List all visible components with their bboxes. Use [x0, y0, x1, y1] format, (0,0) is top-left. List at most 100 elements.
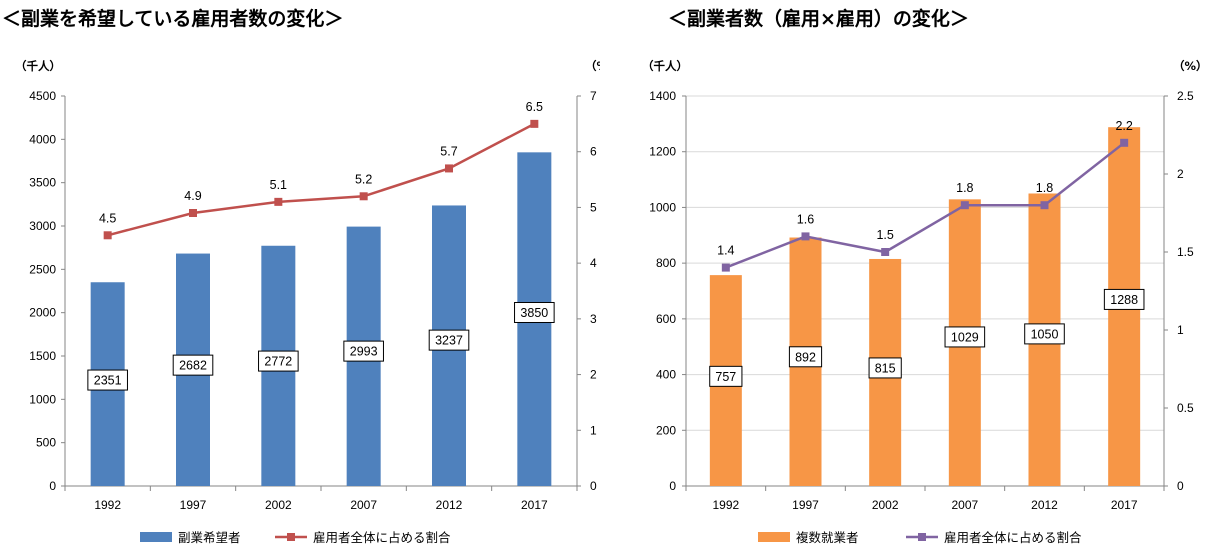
y-tick-left-label: 4000: [29, 132, 56, 146]
y-tick-right-label: 2: [1177, 167, 1184, 181]
bar-value-box: [172, 354, 214, 376]
legend-line-label: 雇用者全体に占める割合: [313, 530, 451, 545]
x-tick-label: 1992: [712, 498, 739, 512]
y-axis-left-unit: （千人）: [642, 59, 688, 73]
y-tick-left-label: 3000: [29, 219, 56, 233]
line-point: [881, 248, 890, 256]
bar-value-box: [709, 365, 743, 387]
x-tick-label: 1997: [180, 498, 207, 512]
line-point: [530, 119, 539, 128]
legend-line-label: 雇用者全体に占める割合: [944, 530, 1082, 545]
right-chart: 0 200 400 600 800 1000 1200 1400 0 0.5 1 1.5 2 2.5 199…: [642, 59, 1208, 545]
y-tick-right-label: 2: [590, 368, 597, 382]
bar-value-box: [1103, 288, 1145, 310]
y-tick-left-label: 1500: [29, 349, 56, 363]
bar-value-box: [944, 326, 986, 348]
bar-value-label: 1288: [1110, 293, 1138, 307]
bar-value-label: 2682: [179, 359, 207, 373]
y-tick-right-label: 0: [1177, 479, 1184, 493]
line-value-label: 1.8: [956, 181, 973, 195]
chart-title-right: ＜副業者数（雇用×雇用）の変化＞: [668, 8, 969, 30]
line-value-label: 2.2: [1115, 119, 1132, 133]
y-tick-left-label: 800: [656, 256, 676, 270]
bar-value-label: 815: [875, 361, 896, 375]
x-tick-label: 2002: [265, 498, 292, 512]
bar-value-label: 1050: [1031, 327, 1059, 341]
y-tick-right-label: 0: [590, 479, 597, 493]
bar-value-label: 3850: [520, 306, 548, 320]
left-chart: 0500100015002000250030003500400045000123…: [15, 59, 600, 545]
bar-value-label: 2993: [350, 345, 378, 359]
y-tick-left-label: 1000: [649, 200, 676, 214]
y-tick-left-label: 400: [656, 368, 676, 382]
y-tick-left-label: 2000: [29, 306, 56, 320]
y-axis-right-unit: （%）: [585, 59, 600, 73]
line-series: [107, 122, 535, 237]
y-tick-left-label: 200: [656, 423, 676, 437]
bar-value-box: [1024, 323, 1065, 345]
line-point: [359, 192, 368, 201]
line-point: [445, 164, 453, 173]
bar-value-label: 2351: [94, 374, 122, 388]
line-value-label: 1.5: [876, 228, 893, 242]
line-point: [1120, 138, 1129, 147]
x-tick-label: 2007: [350, 498, 377, 512]
x-tick-label: 2017: [521, 498, 548, 512]
line-point: [721, 263, 730, 272]
line-value-label: 1.8: [1036, 181, 1053, 195]
y-tick-right-label: 1: [1177, 323, 1184, 337]
line-point: [801, 232, 810, 241]
bar-value-box: [258, 350, 299, 372]
legend-bar-swatch: [140, 532, 172, 542]
x-tick-label: 1997: [792, 498, 819, 512]
y-tick-left-label: 0: [669, 479, 676, 493]
y-tick-right-label: 5: [590, 200, 597, 214]
bar-value-box: [514, 301, 555, 323]
y-tick-left-label: 2500: [29, 262, 56, 276]
y-tick-right-label: 4: [590, 256, 597, 270]
line-point: [189, 209, 197, 217]
bar-value-box: [87, 369, 128, 391]
line-point: [1040, 201, 1049, 210]
x-tick-label: 2017: [1111, 498, 1138, 512]
bar-value-box: [868, 357, 902, 379]
y-tick-left-label: 1200: [649, 145, 676, 159]
line-value-label: 1.6: [797, 212, 814, 226]
y-tick-right-label: 7: [590, 89, 597, 103]
line-value-label: 6.5: [526, 100, 543, 114]
bar-value-label: 892: [795, 350, 816, 364]
y-axis-left-unit: （千人）: [15, 59, 61, 73]
x-tick-label: 2002: [872, 498, 899, 512]
line-series: [725, 141, 1125, 269]
y-tick-left-label: 600: [656, 312, 676, 326]
x-tick-label: 1992: [94, 498, 121, 512]
bar-value-box: [343, 340, 384, 362]
bar-value-label: 1029: [951, 330, 979, 344]
line-value-label: 4.9: [184, 189, 201, 203]
bar-value-label: 3237: [435, 334, 463, 348]
y-tick-left-label: 0: [49, 479, 56, 493]
y-tick-left-label: 4500: [29, 89, 56, 103]
x-tick-label: 2012: [1031, 498, 1058, 512]
y-tick-right-label: 3: [590, 312, 597, 326]
legend-bar-label: 複数就業者: [796, 530, 859, 545]
bar-value-label: 2772: [264, 355, 292, 369]
y-tick-right-label: 1: [590, 423, 597, 437]
y-tick-left-label: 500: [36, 436, 56, 450]
y-axis-right-unit: （%）: [1173, 59, 1208, 73]
line-value-label: 1.4: [717, 244, 734, 258]
line-point: [960, 201, 969, 210]
line-point: [274, 197, 283, 206]
bar-value-box: [428, 329, 470, 351]
legend-line-marker: [918, 533, 926, 541]
y-tick-right-label: 6: [590, 145, 597, 159]
y-tick-left-label: 1000: [29, 392, 56, 406]
y-tick-right-label: 1.5: [1177, 245, 1194, 259]
bar-value-label: 757: [715, 370, 736, 384]
y-tick-right-label: 2.5: [1177, 89, 1194, 103]
line-value-label: 5.1: [270, 178, 287, 192]
x-tick-label: 2007: [951, 498, 978, 512]
line-point: [103, 231, 112, 240]
legend-line-marker: [287, 533, 295, 541]
y-tick-left-label: 3500: [29, 176, 56, 190]
